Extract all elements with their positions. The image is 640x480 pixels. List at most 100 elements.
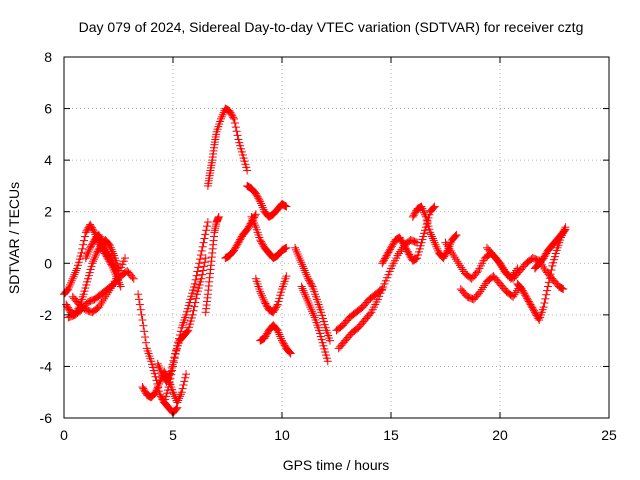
data-point: [84, 247, 93, 256]
data-point: [299, 286, 308, 295]
data-point: [202, 226, 211, 235]
data-point: [233, 131, 242, 140]
data-point: [176, 390, 185, 399]
x-tick-label: 15: [383, 427, 399, 443]
data-point: [174, 396, 183, 405]
data-point: [78, 244, 87, 253]
data-point: [248, 214, 257, 223]
series-arc-i: [153, 254, 210, 386]
data-point: [250, 219, 259, 228]
data-point: [175, 394, 184, 403]
data-point: [427, 230, 436, 239]
axis-ticks: 0 5 10 15 20 25 -6 -4 -2 0 2 4 6 8: [40, 49, 617, 443]
data-point: [166, 367, 175, 376]
data-point: [82, 252, 91, 261]
data-point: [172, 404, 181, 413]
data-point: [478, 283, 487, 292]
data-point: [476, 287, 485, 296]
data-point: [195, 259, 204, 268]
data-point: [250, 221, 259, 230]
data-point: [100, 240, 109, 249]
data-point: [177, 388, 186, 397]
data-point: [230, 119, 239, 128]
data-point: [281, 202, 290, 211]
data-point: [257, 291, 266, 300]
data-point: [448, 248, 457, 257]
data-point: [257, 201, 266, 210]
data-point: [249, 216, 258, 225]
data-point: [256, 287, 265, 296]
y-axis-label: SDTVAR / TECUs: [6, 182, 22, 294]
series-arc-r: [297, 282, 332, 366]
data-point: [298, 262, 307, 271]
data-point: [306, 303, 315, 312]
data-point: [200, 258, 209, 267]
data-point: [168, 360, 177, 369]
data-point: [291, 243, 300, 252]
data-point: [276, 332, 285, 341]
data-point: [203, 222, 212, 231]
series-arc-e: [81, 230, 121, 276]
data-point: [251, 210, 260, 219]
data-point: [179, 380, 188, 389]
data-point: [196, 255, 205, 264]
data-point: [140, 327, 149, 336]
data-point: [151, 388, 160, 397]
data-point: [298, 284, 307, 293]
data-point: [303, 296, 312, 305]
data-point: [307, 305, 316, 314]
data-point: [420, 208, 429, 217]
y-tick-label: 6: [44, 101, 52, 117]
data-point: [301, 292, 310, 301]
data-point: [88, 259, 97, 268]
data-point: [137, 310, 146, 319]
data-point: [164, 373, 173, 382]
data-point: [307, 280, 316, 289]
data-point: [183, 327, 192, 336]
data-point: [90, 228, 99, 237]
data-point: [477, 285, 486, 294]
data-point: [411, 238, 420, 247]
data-point: [203, 218, 212, 227]
data-point: [442, 240, 451, 249]
data-point: [98, 237, 107, 246]
data-point: [301, 268, 310, 277]
data-point: [281, 244, 290, 253]
x-tick-label: 5: [169, 427, 177, 443]
data-point: [189, 306, 198, 315]
data-point: [81, 254, 90, 263]
data-point: [427, 232, 436, 241]
series-arc-q: [291, 243, 334, 345]
data-point: [199, 262, 208, 271]
data-point: [162, 377, 171, 386]
data-point: [182, 370, 191, 379]
data-point: [274, 328, 283, 337]
data-point: [217, 112, 226, 121]
data-point: [153, 359, 162, 368]
data-point: [169, 356, 178, 365]
data-point: [450, 253, 459, 262]
data-point: [257, 289, 266, 298]
data-point: [180, 377, 189, 386]
data-point: [498, 263, 507, 272]
data-point: [175, 392, 184, 401]
data-point: [98, 296, 107, 305]
data-point: [259, 295, 268, 304]
data-point: [309, 311, 318, 320]
data-point: [199, 238, 208, 247]
data-point: [303, 272, 312, 281]
data-point: [275, 330, 284, 339]
data-point: [298, 260, 307, 269]
data-point: [154, 361, 163, 370]
data-point: [190, 302, 199, 311]
data-point: [101, 244, 110, 253]
data-point: [104, 288, 113, 297]
series-arc-n: [247, 212, 291, 263]
x-tick-label: 20: [492, 427, 508, 443]
data-point: [412, 254, 421, 263]
data-point: [80, 232, 89, 241]
series-arc-a: [60, 220, 125, 299]
data-point: [66, 278, 75, 287]
data-point: [285, 348, 294, 357]
